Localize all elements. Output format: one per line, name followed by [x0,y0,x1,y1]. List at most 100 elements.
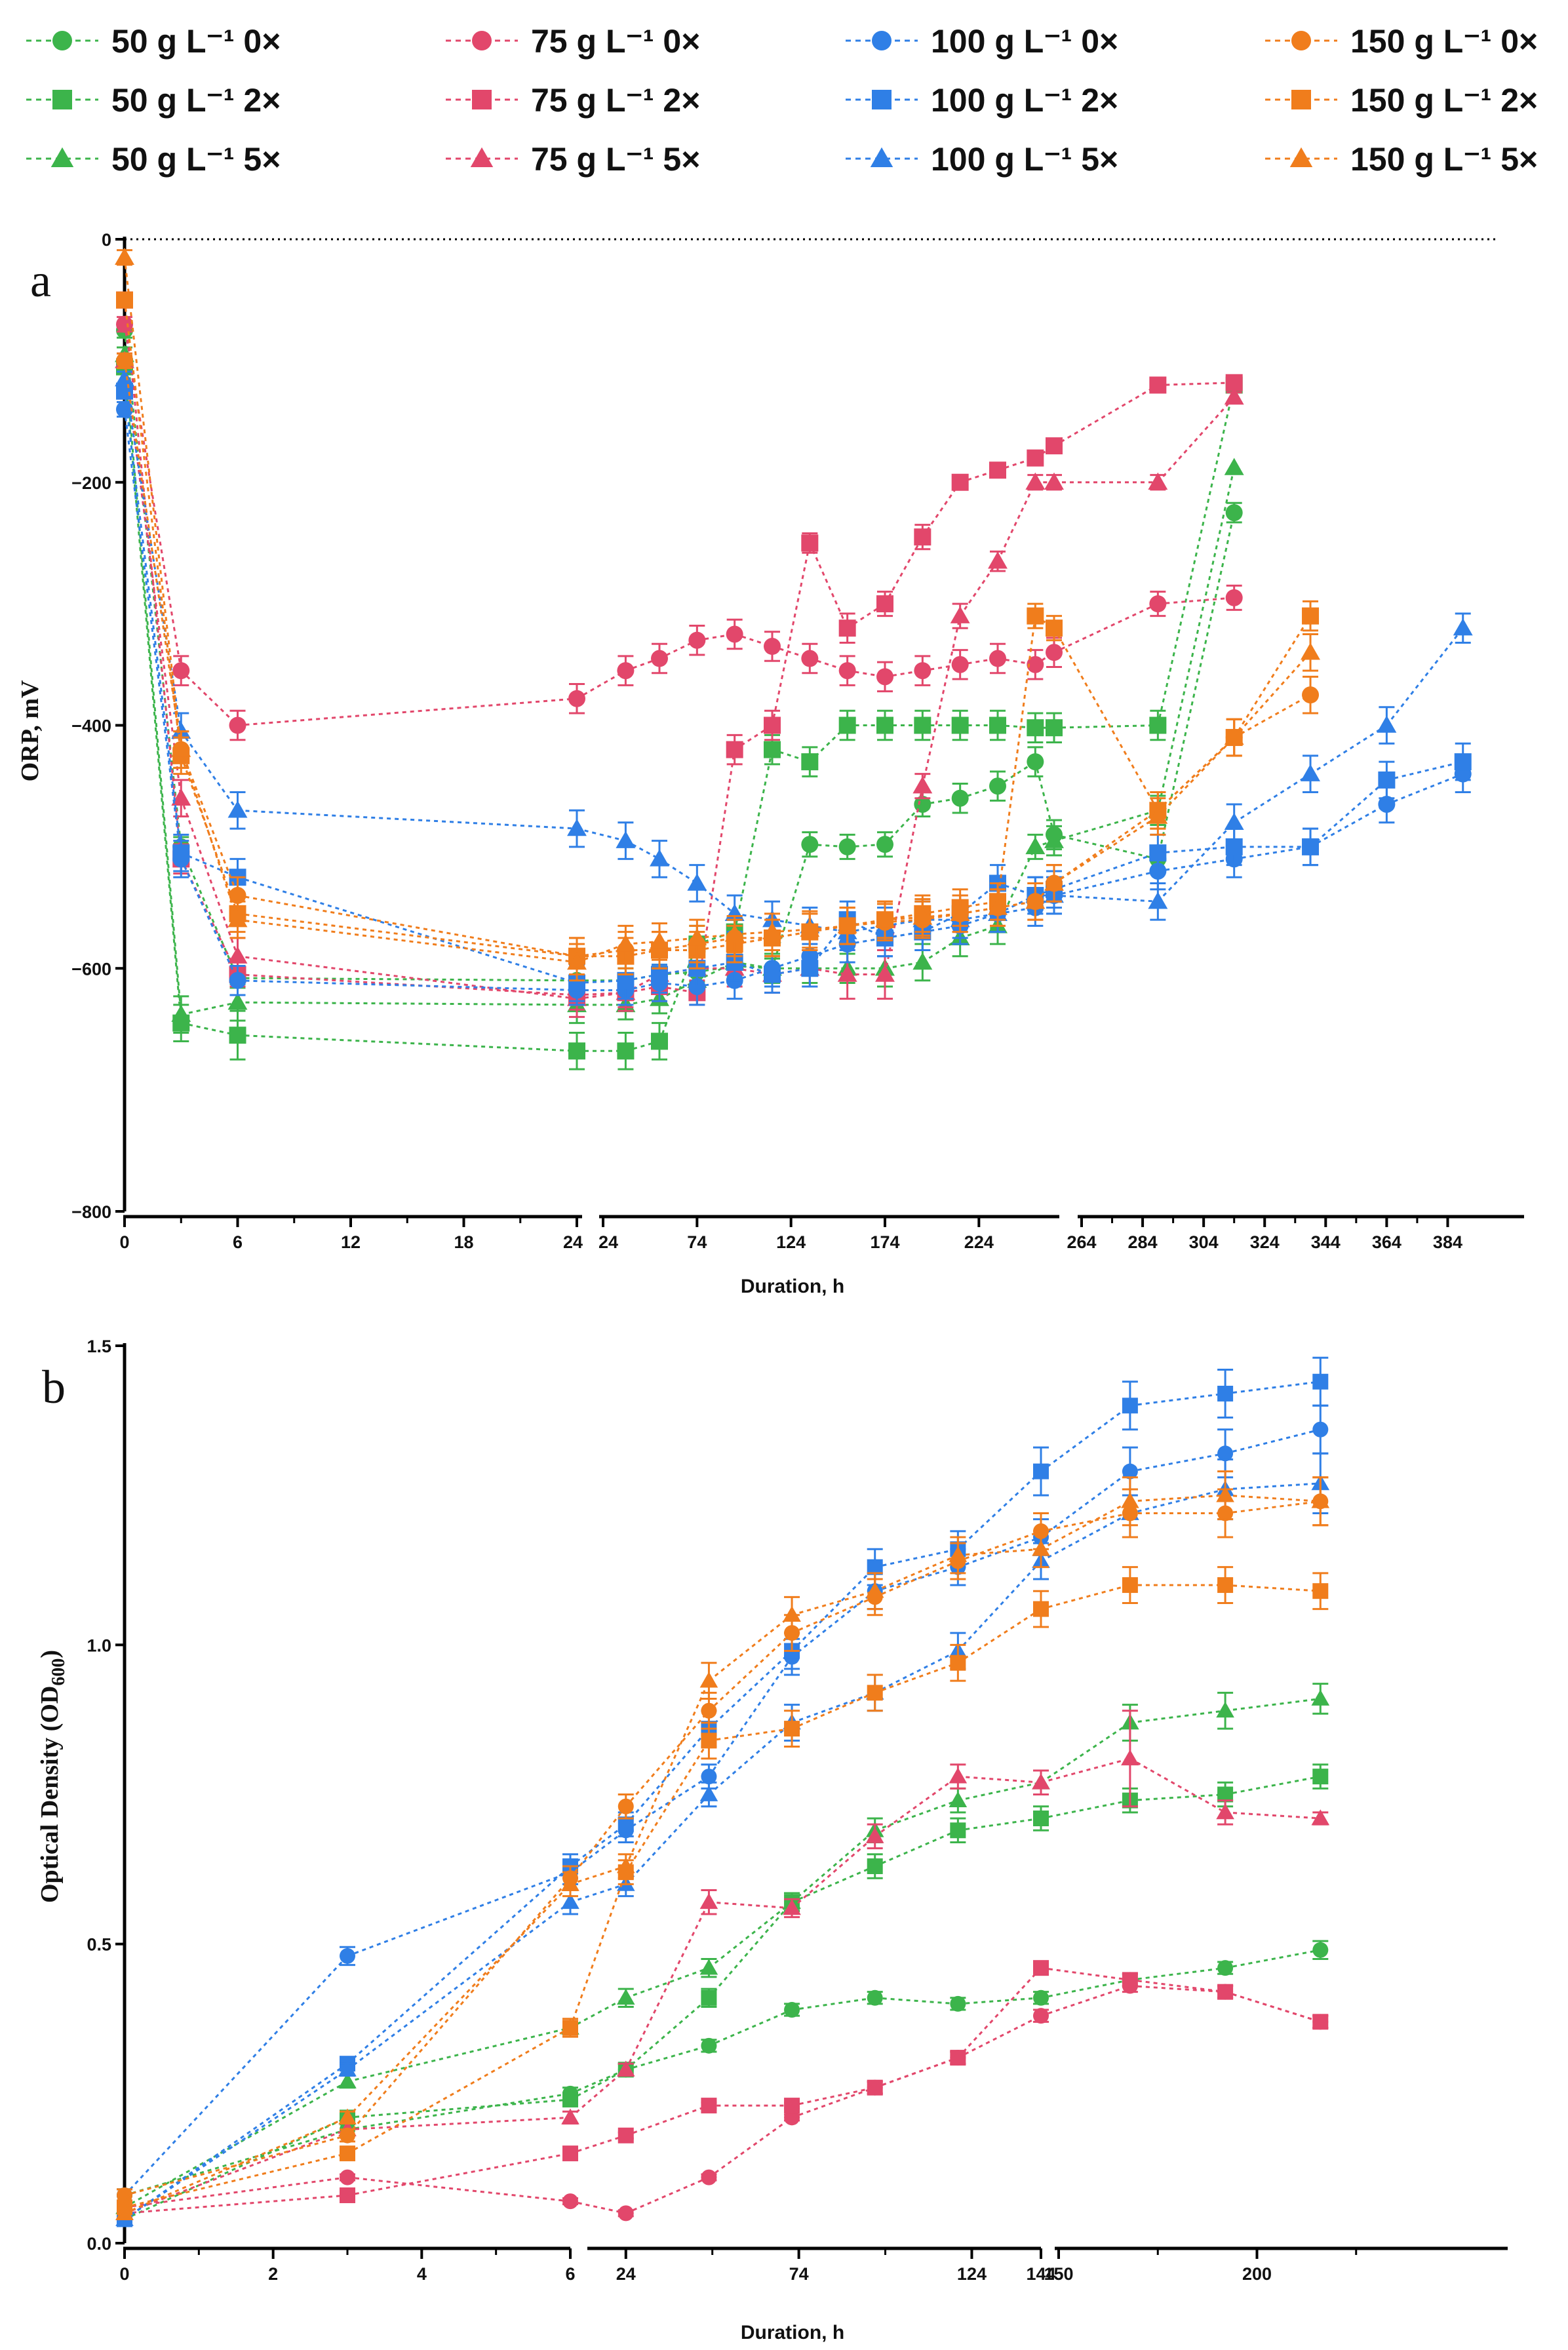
panel-b-data-point [1121,1492,1139,1508]
legend-entry: 50 g L⁻¹ 2× [26,82,281,119]
panel-a-y-tick-label: −800 [71,1202,111,1222]
panel-a-series-line [180,749,239,920]
panel-b-data-point [784,2002,800,2018]
panel-a-data-point [764,716,781,734]
panel-b-data-point [1033,2008,1049,2024]
panel-b-data-point [950,1822,966,1839]
panel-b-data-point [562,2091,578,2107]
panel-a-series-line [1053,809,1158,842]
panel-b-series-line [570,1883,627,1904]
panel-a-data-point [1225,504,1243,522]
panel-a-data-point [1044,472,1064,490]
panel-a-series-line [180,749,239,896]
panel-b-series-line [709,1727,793,1742]
panel-a-series-line [625,840,660,860]
panel-a-series-75-square [116,291,1243,1011]
panel-a-series-line [1053,602,1158,654]
panel-b-series-line [708,1721,793,1795]
panel-a-series-line [1053,724,1158,729]
panel-b-series-line [347,2092,571,2131]
legend-swatch-marker [52,90,72,109]
panel-b-data-point [699,1959,718,1975]
panel-a-series-line [659,971,697,976]
panel-a-data-point [1025,836,1046,855]
panel-a-data-point [875,964,895,982]
panel-a-data-point [837,916,857,933]
panel-a-data-point [912,952,933,970]
panel-a-data-point [171,788,191,806]
panel-a-data-point [726,741,743,758]
panel-b-data-point [1033,1601,1049,1617]
panel-b-data-point [1217,1984,1234,2000]
panel-b-series-line [957,1536,1042,1569]
panel-b-data-point [950,1995,966,2012]
panel-a-series-line [123,330,182,848]
legend-entry: 150 g L⁻¹ 5× [1265,141,1538,178]
panel-a-series-line [996,846,1036,927]
panel-b-series-line [1225,1697,1321,1712]
panel-b-data-point [1312,2014,1329,2030]
panel-b-series-line [569,1805,627,1879]
panel-b-series-line [791,2086,876,2119]
panel-a-data-point [800,919,820,937]
panel-a-label: a [30,254,51,307]
panel-a-data-point [227,992,248,1010]
panel-a-series-line [180,858,239,975]
panel-b-series-line [791,2086,876,2107]
panel-a-series-line [1156,385,1236,726]
panel-b-data-point [340,2169,355,2185]
panel-a-data-point [1027,719,1044,737]
panel-a-data-point [876,716,893,734]
panel-a-data-point [651,650,668,667]
legend-entry: 150 g L⁻¹ 0× [1265,23,1538,60]
panel-a-series-line [1053,852,1158,891]
legend-label: 150 g L⁻¹ 5× [1350,141,1538,178]
panel-b-data-point [1312,1942,1329,1958]
panel-a-series-line [734,931,773,935]
panel-a-data-point [912,776,933,794]
panel-a-series-line [1233,694,1311,739]
panel-b-data-point [699,1785,718,1801]
panel-b-data-point [1312,1583,1329,1599]
panel-a-series-line [1233,615,1312,738]
panel-a-series-line [237,894,578,958]
panel-b-series-line [1129,1757,1226,1814]
panel-a-data-point [687,873,707,891]
panel-a-data-point [651,1032,668,1050]
panel-b-series-line [1040,1967,1131,1981]
panel-b-series-line [124,2116,348,2220]
panel-a-data-point [950,606,970,623]
panel-b-series-line [708,1901,793,1969]
panel-b-series-line [123,1955,349,2197]
legend-label: 75 g L⁻¹ 5× [531,141,700,178]
panel-a-series-line [625,1040,660,1052]
panel-b-y-axis-title-end: ) [36,1650,64,1658]
panel-b-data-point [1311,1492,1330,1508]
panel-b-data-point [1033,1989,1049,2006]
panel-a-series-line [180,858,239,981]
panel-b-x-tick-label: 24 [616,2264,636,2284]
panel-b-series-75-triangle [115,1710,1330,2220]
panel-a-series-line [1233,652,1312,739]
panel-a-data-point [115,369,134,387]
panel-a-x-tick-label: 24 [598,1232,618,1252]
panel-b-series-line [1040,1721,1131,1784]
panel-a-data-point [1301,764,1320,781]
panel-a-series-line [772,928,810,933]
panel-a-series-line [237,809,578,830]
panel-b-series-line [957,2014,1042,2059]
panel-a-data-point [988,551,1008,569]
panel-a-series-line [1158,846,1234,854]
panel-a-series-line [884,803,924,846]
panel-a-data-point [1148,891,1168,909]
panel-b-data-point [784,2098,800,2114]
panel-b-data-point [562,2145,578,2162]
legend-label: 150 g L⁻¹ 2× [1350,82,1538,119]
panel-b-series-100-circle [117,1404,1329,2203]
panel-b-series-100-square [117,1356,1329,2227]
panel-a-data-point [1025,891,1046,909]
panel-b-series-line [708,1632,793,1712]
panel-a-data-point [1225,589,1243,606]
panel-b-series-line [1225,1949,1321,1969]
panel-b-data-point [949,1767,968,1784]
